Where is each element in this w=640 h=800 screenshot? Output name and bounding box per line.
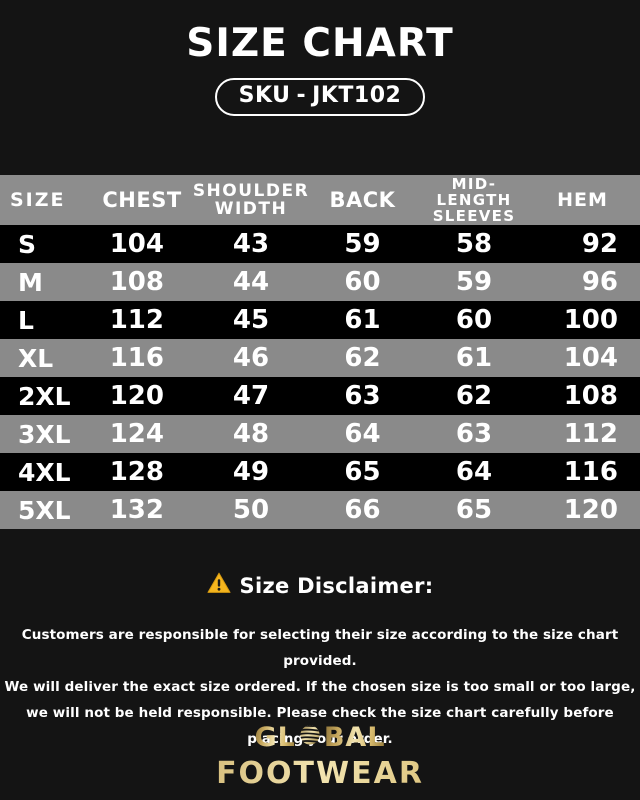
column-header-size: SIZE	[0, 188, 92, 211]
disclaimer-heading-text: Size Disclaimer:	[239, 573, 434, 598]
cell-hem: 120	[563, 495, 618, 525]
cell-back: 66	[344, 495, 381, 525]
table-row: 3XL 124 48 64 63 112	[0, 415, 640, 453]
cell-size: S	[18, 229, 37, 259]
cell-back: 62	[344, 343, 381, 373]
sku-badge-wrapper: SKU - JKT102	[0, 78, 640, 117]
cell-size: 5XL	[18, 495, 71, 525]
cell-hem: 108	[563, 381, 618, 411]
column-header-shoulder-line1: SHOULDER	[192, 180, 310, 201]
table-row: M 108 44 60 59 96	[0, 263, 640, 301]
column-header-mid-line1: MID-LENGTH	[436, 174, 512, 209]
cell-shoulder: 48	[232, 419, 270, 449]
cell-size: 4XL	[18, 457, 71, 487]
sku-badge: SKU - JKT102	[214, 78, 426, 117]
disclaimer-line-1: Customers are responsible for selecting …	[21, 627, 619, 669]
cell-mid: 65	[455, 495, 493, 525]
cell-back: 61	[344, 305, 381, 335]
cell-hem: 116	[563, 457, 618, 487]
cell-shoulder: 43	[232, 229, 270, 259]
cell-chest: 104	[109, 229, 164, 259]
sku-label: SKU	[238, 83, 291, 108]
table-header-row: SIZE CHEST SHOULDER WIDTH BACK MID-LENGT…	[0, 175, 640, 225]
size-chart-table: SIZE CHEST SHOULDER WIDTH BACK MID-LENGT…	[0, 175, 640, 529]
cell-chest: 124	[109, 419, 164, 449]
cell-hem: 112	[563, 419, 618, 449]
cell-mid: 59	[455, 267, 493, 297]
column-header-back: BACK	[310, 187, 415, 212]
column-header-chest-line1: CHEST	[102, 187, 182, 212]
brand-logo: GL	[0, 722, 640, 789]
table-row: 2XL 120 47 63 62 108	[0, 377, 640, 415]
cell-chest: 112	[109, 305, 164, 335]
cell-hem: 92	[581, 229, 618, 259]
cell-shoulder: 47	[232, 381, 270, 411]
cell-chest: 132	[109, 495, 164, 525]
cell-shoulder: 49	[232, 457, 270, 487]
cell-mid: 62	[455, 381, 493, 411]
cell-mid: 64	[455, 457, 493, 487]
cell-shoulder: 50	[232, 495, 270, 525]
cell-hem: 96	[581, 267, 618, 297]
cell-chest: 128	[109, 457, 164, 487]
disclaimer-line-2: We will deliver the exact size ordered. …	[4, 678, 636, 695]
table-row: L 112 45 61 60 100	[0, 301, 640, 339]
cell-shoulder: 44	[232, 267, 270, 297]
brand-logo-text-before: GL	[254, 722, 296, 753]
table-row: 5XL 132 50 66 65 120	[0, 491, 640, 529]
cell-mid: 58	[455, 229, 493, 259]
column-header-mid-line2: SLEEVES	[432, 207, 516, 226]
cell-chest: 116	[109, 343, 164, 373]
cell-mid: 60	[455, 305, 493, 335]
globe-icon	[297, 722, 323, 753]
column-header-shoulder-line2: WIDTH	[214, 199, 288, 219]
table-row: S 104 43 59 58 92	[0, 225, 640, 263]
cell-mid: 61	[455, 343, 493, 373]
table-row: XL 116 46 62 61 104	[0, 339, 640, 377]
cell-size: XL	[18, 343, 54, 373]
page-title: SIZE CHART	[186, 21, 454, 66]
cell-back: 60	[344, 267, 381, 297]
brand-logo-line-2: FOOTWEAR	[0, 759, 640, 789]
cell-hem: 104	[563, 343, 618, 373]
sku-separator: -	[296, 83, 307, 108]
cell-chest: 120	[109, 381, 164, 411]
cell-hem: 100	[563, 305, 618, 335]
column-header-back-line1: BACK	[329, 187, 396, 212]
column-header-mid-length-sleeves: MID-LENGTH SLEEVES	[415, 176, 533, 225]
column-header-size-line1: SIZE	[10, 188, 66, 211]
cell-back: 64	[344, 419, 381, 449]
cell-size: M	[18, 267, 43, 297]
cell-size: 3XL	[18, 419, 71, 449]
sku-value: JKT102	[312, 83, 402, 108]
cell-shoulder: 46	[232, 343, 270, 373]
cell-mid: 63	[455, 419, 493, 449]
cell-back: 65	[344, 457, 381, 487]
column-header-hem: HEM	[533, 188, 640, 211]
column-header-hem-line1: HEM	[557, 188, 608, 211]
disclaimer-body: Customers are responsible for selecting …	[0, 623, 640, 753]
chart-header: SIZE CHART SKU - JKT102	[0, 0, 640, 117]
brand-logo-text-after: BAL	[323, 722, 386, 753]
size-disclaimer-section: Size Disclaimer: Customers are responsib…	[0, 572, 640, 753]
cell-size: L	[18, 305, 34, 335]
warning-triangle-icon	[207, 572, 231, 599]
brand-logo-line-1: GL	[0, 722, 640, 753]
disclaimer-heading: Size Disclaimer:	[0, 572, 640, 599]
cell-shoulder: 45	[232, 305, 270, 335]
cell-back: 59	[344, 229, 381, 259]
disclaimer-line-3: we will not be held responsible. Please …	[26, 704, 614, 747]
table-row: 4XL 128 49 65 64 116	[0, 453, 640, 491]
column-header-chest: CHEST	[92, 187, 192, 212]
column-header-shoulder-width: SHOULDER WIDTH	[192, 180, 310, 219]
cell-back: 63	[344, 381, 381, 411]
cell-size: 2XL	[18, 381, 71, 411]
cell-chest: 108	[109, 267, 164, 297]
